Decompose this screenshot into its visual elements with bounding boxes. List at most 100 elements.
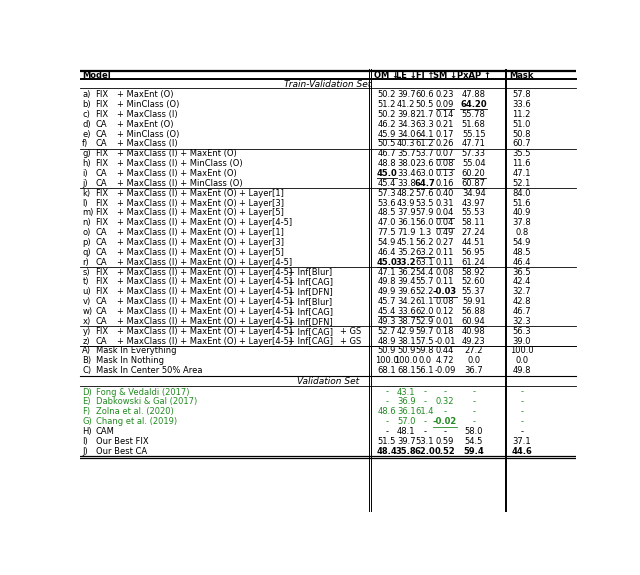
Text: + MaxClass (I) + MaxEnt (O): + MaxClass (I) + MaxEnt (O) — [117, 218, 237, 227]
Text: -0.01: -0.01 — [435, 336, 456, 346]
Text: + Inf[Blur]: + Inf[Blur] — [288, 297, 332, 306]
Text: 34.3: 34.3 — [397, 120, 415, 129]
Text: 40.3: 40.3 — [397, 139, 415, 148]
Text: 38.0: 38.0 — [397, 159, 415, 168]
Text: 55.78: 55.78 — [462, 110, 486, 119]
Text: + Inf[DFN]: + Inf[DFN] — [288, 288, 332, 296]
Text: 71.9: 71.9 — [397, 228, 415, 237]
Text: Mask: Mask — [509, 71, 534, 80]
Text: F): F) — [83, 407, 90, 416]
Text: 0.12: 0.12 — [436, 307, 454, 316]
Text: 37.9: 37.9 — [397, 208, 415, 217]
Text: 45.7: 45.7 — [378, 297, 396, 306]
Text: 63.3: 63.3 — [415, 120, 435, 129]
Text: 39.6: 39.6 — [397, 288, 415, 296]
Text: 61.1: 61.1 — [415, 297, 434, 306]
Text: 44.6: 44.6 — [511, 447, 532, 456]
Text: 43.97: 43.97 — [462, 198, 486, 208]
Text: CA: CA — [95, 120, 107, 129]
Text: 50.5: 50.5 — [378, 139, 396, 148]
Text: 37.8: 37.8 — [513, 218, 531, 227]
Text: 0.17: 0.17 — [436, 129, 454, 139]
Text: FIX: FIX — [95, 189, 109, 198]
Text: E): E) — [83, 397, 91, 407]
Text: CA: CA — [95, 179, 107, 188]
Text: 54.9: 54.9 — [378, 238, 396, 247]
Text: + MaxClass (I) + MinClass (O): + MaxClass (I) + MinClass (O) — [117, 159, 243, 168]
Text: + MaxClass (I): + MaxClass (I) — [117, 139, 178, 148]
Text: 56.88: 56.88 — [461, 307, 486, 316]
Text: -: - — [444, 427, 447, 436]
Text: 45.4: 45.4 — [378, 179, 396, 188]
Text: 48.5: 48.5 — [513, 248, 531, 257]
Text: n): n) — [83, 218, 91, 227]
Text: CA: CA — [95, 336, 107, 346]
Text: a): a) — [83, 90, 91, 99]
Text: FIX: FIX — [95, 159, 109, 168]
Text: 55.37: 55.37 — [462, 288, 486, 296]
Text: 1.3: 1.3 — [419, 228, 431, 237]
Text: 0.11: 0.11 — [436, 248, 454, 257]
Text: 0.59: 0.59 — [436, 437, 454, 446]
Text: 39.4: 39.4 — [397, 277, 415, 286]
Text: 60.94: 60.94 — [462, 317, 486, 326]
Text: 55.15: 55.15 — [462, 129, 486, 139]
Text: 39.0: 39.0 — [513, 336, 531, 346]
Text: 53.7: 53.7 — [415, 150, 434, 158]
Text: SM ↓: SM ↓ — [433, 71, 457, 80]
Text: OM ↓: OM ↓ — [374, 71, 399, 80]
Text: + MaxClass (I) + MaxEnt (O): + MaxClass (I) + MaxEnt (O) — [117, 288, 237, 296]
Text: 32.3: 32.3 — [513, 317, 531, 326]
Text: FIX: FIX — [95, 208, 109, 217]
Text: 57.5: 57.5 — [415, 336, 434, 346]
Text: D): D) — [83, 388, 92, 397]
Text: 59.8: 59.8 — [415, 346, 434, 355]
Text: + Inf[CAG]: + Inf[CAG] — [288, 307, 333, 316]
Text: 40.9: 40.9 — [513, 208, 531, 217]
Text: + Inf[CAG]: + Inf[CAG] — [288, 277, 333, 286]
Text: + MaxEnt (O): + MaxEnt (O) — [117, 120, 173, 129]
Text: 46.7: 46.7 — [513, 307, 531, 316]
Text: 36.2: 36.2 — [397, 267, 415, 277]
Text: PxAP ↑: PxAP ↑ — [457, 71, 491, 80]
Text: 57.33: 57.33 — [461, 150, 486, 158]
Text: 49.8: 49.8 — [513, 366, 531, 375]
Text: 63.1: 63.1 — [415, 258, 434, 267]
Text: + Layer[1]: + Layer[1] — [239, 228, 284, 237]
Text: + Layer[4-5]: + Layer[4-5] — [239, 317, 292, 326]
Text: 42.9: 42.9 — [397, 327, 415, 336]
Text: c): c) — [83, 110, 90, 119]
Text: CA: CA — [95, 238, 107, 247]
Text: 57.8: 57.8 — [513, 90, 531, 99]
Text: + MaxClass (I) + MaxEnt (O): + MaxClass (I) + MaxEnt (O) — [117, 198, 237, 208]
Text: CA: CA — [95, 297, 107, 306]
Text: + Layer[3]: + Layer[3] — [239, 198, 284, 208]
Text: 0.04: 0.04 — [436, 218, 454, 227]
Text: 0.08: 0.08 — [436, 297, 454, 306]
Text: 39.7: 39.7 — [397, 437, 415, 446]
Text: 63.0: 63.0 — [415, 169, 434, 178]
Text: 60.87: 60.87 — [461, 179, 486, 188]
Text: + Inf[CAG]: + Inf[CAG] — [288, 327, 333, 336]
Text: 54.9: 54.9 — [513, 238, 531, 247]
Text: f): f) — [83, 139, 88, 148]
Text: + Layer[5]: + Layer[5] — [239, 208, 284, 217]
Text: + Layer[1]: + Layer[1] — [239, 189, 284, 198]
Text: + MinClass (O): + MinClass (O) — [117, 129, 180, 139]
Text: 84.0: 84.0 — [513, 189, 531, 198]
Text: + Layer[5]: + Layer[5] — [239, 248, 284, 257]
Text: 51.0: 51.0 — [513, 120, 531, 129]
Text: 0.04: 0.04 — [436, 208, 454, 217]
Text: 32.7: 32.7 — [513, 288, 531, 296]
Text: 0.0: 0.0 — [419, 356, 431, 365]
Text: 50.2: 50.2 — [378, 110, 396, 119]
Text: 36.1: 36.1 — [397, 407, 415, 416]
Text: 52.7: 52.7 — [378, 327, 396, 336]
Text: 63.2: 63.2 — [415, 248, 434, 257]
Text: Mask In Nothing: Mask In Nothing — [95, 356, 163, 365]
Text: Zolna et al. (2020): Zolna et al. (2020) — [95, 407, 173, 416]
Text: -: - — [385, 427, 388, 436]
Text: 0.21: 0.21 — [436, 120, 454, 129]
Text: 47.88: 47.88 — [461, 90, 486, 99]
Text: FIX: FIX — [95, 288, 109, 296]
